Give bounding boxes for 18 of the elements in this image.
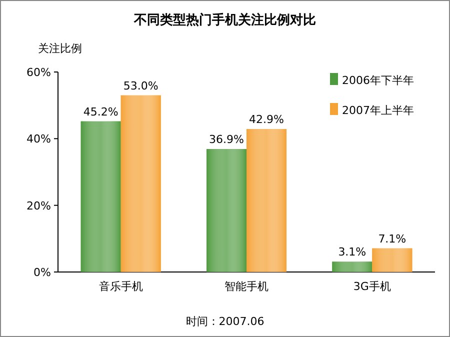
- data-label: 36.9%: [209, 133, 244, 146]
- data-label: 3.1%: [338, 246, 366, 259]
- legend-label: 2006年下半年: [342, 74, 414, 87]
- data-label: 42.9%: [249, 113, 284, 126]
- x-tick-label: 3G手机: [353, 280, 391, 293]
- y-axis-title: 关注比例: [38, 42, 82, 55]
- x-tick-label: 音乐手机: [98, 280, 143, 293]
- y-tick-label: 20%: [26, 199, 51, 212]
- y-tick-label: 0%: [34, 266, 51, 279]
- y-tick-label: 60%: [26, 66, 51, 79]
- chart-title: 不同类型热门手机关注比例对比: [133, 12, 316, 28]
- data-label: 45.2%: [83, 105, 118, 118]
- x-tick-label: 智能手机: [224, 280, 268, 293]
- y-tick-label: 40%: [26, 132, 51, 146]
- data-label: 53.0%: [123, 79, 158, 92]
- data-label: 7.1%: [378, 232, 406, 246]
- text: 时间：2007.06: [186, 315, 264, 328]
- legend-label: 2007年上半年: [342, 104, 414, 117]
